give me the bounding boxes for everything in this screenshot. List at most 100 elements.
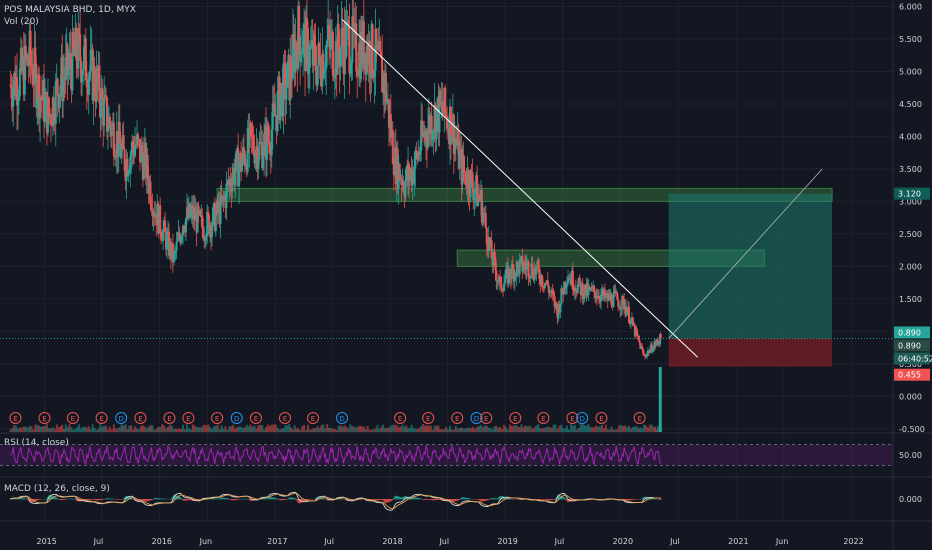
volume-bar <box>485 425 488 432</box>
stop-price-badge-text: 0.455 <box>898 371 921 380</box>
macd-histogram-bar <box>303 499 305 502</box>
macd-histogram-bar <box>327 499 329 501</box>
candle-body <box>415 150 418 154</box>
macd-histogram-bar <box>190 499 192 501</box>
macd-histogram-bar <box>299 499 301 504</box>
macd-histogram-bar <box>508 498 510 500</box>
volume-bar <box>646 427 649 432</box>
candle-body <box>221 195 224 202</box>
earnings-marker <box>249 412 262 424</box>
volume-bar <box>385 428 388 432</box>
volume-bar <box>483 425 486 432</box>
dividend-marker <box>470 412 483 424</box>
macd-histogram-bar <box>430 499 433 500</box>
candle-body <box>181 235 184 237</box>
candle-body <box>513 272 516 282</box>
macd-histogram-bar <box>398 496 401 500</box>
volume-bar <box>529 425 532 432</box>
candle-body <box>650 344 653 352</box>
macd-histogram-bar <box>151 499 154 500</box>
volume-bar <box>32 429 35 432</box>
volume-bar <box>18 427 21 432</box>
candle-body <box>142 151 145 180</box>
volume-bar <box>28 425 31 432</box>
candle-body <box>333 75 336 78</box>
volume-bar <box>362 426 365 432</box>
macd-histogram-bar <box>288 497 291 500</box>
volume-bar <box>70 427 73 432</box>
macd-histogram-bar <box>175 495 178 500</box>
macd-histogram-bar <box>128 496 131 500</box>
volume-bar <box>228 426 231 432</box>
macd-histogram-bar <box>20 498 22 500</box>
time-tick-label: 2021 <box>728 537 748 546</box>
macd-histogram-bar <box>102 499 104 500</box>
macd-histogram-bar <box>423 499 425 500</box>
marker-label: E <box>541 415 545 423</box>
volume-bar <box>447 429 450 432</box>
macd-histogram-bar <box>547 499 550 501</box>
candle-body <box>588 286 591 288</box>
candle-body <box>132 141 135 149</box>
volume-bar <box>87 426 90 432</box>
macd-histogram-bar <box>375 499 378 501</box>
candle-body <box>515 261 518 277</box>
volume-bar <box>143 426 146 432</box>
macd-histogram-bar <box>374 499 377 501</box>
candle-body <box>229 179 232 187</box>
volume-bar <box>114 428 117 432</box>
macd-histogram-bar <box>97 499 100 501</box>
candle-body <box>450 135 453 144</box>
candle-body <box>26 55 29 66</box>
candle-body <box>617 299 620 308</box>
volume-bar <box>80 428 83 432</box>
macd-histogram-bar <box>177 496 180 500</box>
volume-bar <box>255 428 258 432</box>
macd-histogram-bar <box>485 499 488 501</box>
candle-body <box>231 177 234 192</box>
candle-body <box>350 63 353 74</box>
earnings-marker <box>422 412 435 424</box>
candle-body <box>127 171 130 177</box>
macd-histogram-bar <box>428 499 430 500</box>
candle-body <box>375 28 378 50</box>
macd-histogram-bar <box>142 499 144 501</box>
candle-body <box>103 97 106 126</box>
macd-histogram-bar <box>67 498 70 500</box>
volume-bars <box>9 424 662 432</box>
macd-histogram-bar <box>235 499 237 501</box>
time-tick-label: 2022 <box>843 537 863 546</box>
volume-bar <box>97 428 100 432</box>
macd-histogram-bar <box>145 499 148 502</box>
volume-bar <box>583 425 586 432</box>
macd-histogram-bar <box>500 495 502 500</box>
macd-histogram-bar <box>302 499 304 502</box>
candle-body <box>419 150 422 155</box>
volume-bar <box>249 424 252 432</box>
macd-histogram-bar <box>98 499 101 501</box>
volume-bar <box>410 424 413 432</box>
macd-histogram-bar <box>448 499 450 500</box>
macd-histogram-bar <box>107 498 109 500</box>
stop-price-badge-bg <box>894 368 930 381</box>
macd-histogram-bar <box>383 499 385 502</box>
candle-body <box>339 47 342 68</box>
volume-bar <box>288 424 291 432</box>
volume-bar <box>537 424 540 432</box>
volume-bar <box>108 426 111 432</box>
volume-bar <box>330 427 333 432</box>
macd-histogram-bar <box>495 498 498 500</box>
macd-histogram-bar <box>496 498 499 500</box>
candle-body <box>183 225 186 231</box>
candle-body <box>78 28 81 35</box>
macd-histogram-bar <box>231 499 234 501</box>
candle-body <box>398 163 401 180</box>
macd-histogram-bar <box>376 499 379 501</box>
volume-bar <box>68 424 71 432</box>
candle-body <box>196 205 199 233</box>
candle-body <box>52 97 55 122</box>
macd-histogram-bar <box>71 498 74 500</box>
macd-histogram-bar <box>644 496 646 500</box>
macd-histogram-bar <box>53 496 55 500</box>
